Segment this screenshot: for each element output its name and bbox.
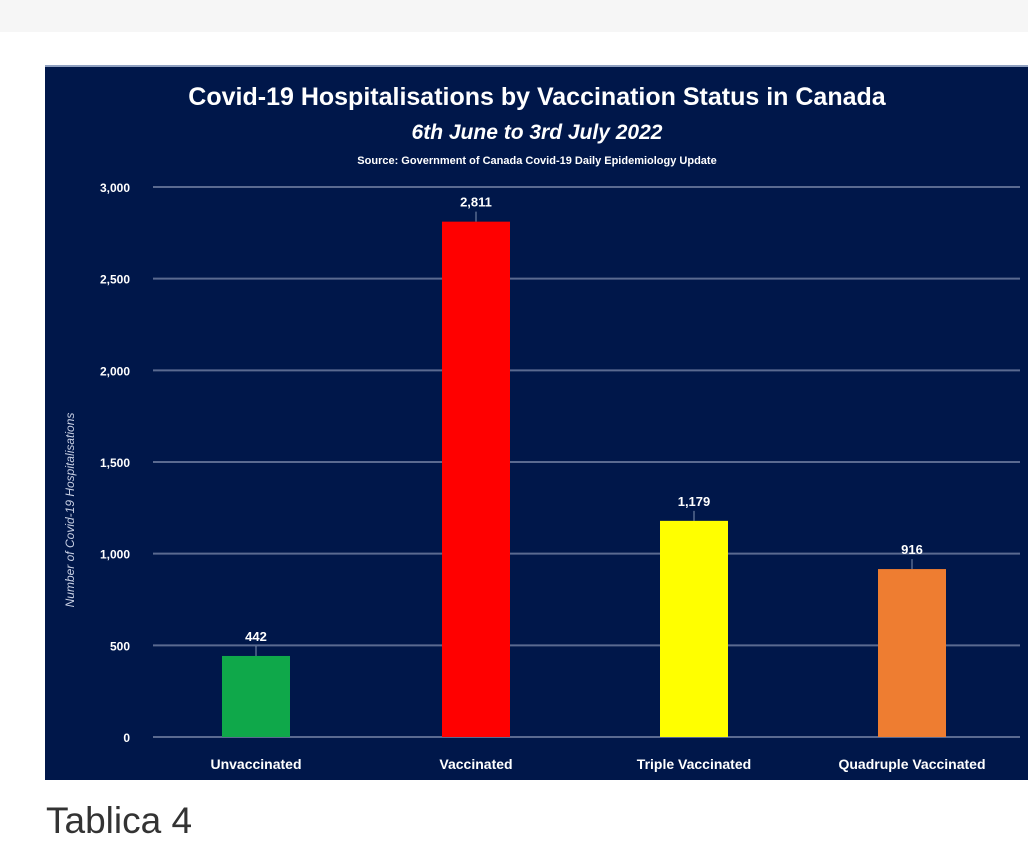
data-label: 916	[901, 542, 923, 557]
y-tick-label: 1,000	[100, 548, 130, 562]
y-axis-label: Number of Covid-19 Hospitalisations	[63, 413, 77, 608]
y-tick-label: 1,500	[100, 456, 130, 470]
bar-vaccinated	[442, 221, 510, 737]
bar-chart: Covid-19 Hospitalisations by Vaccination…	[63, 83, 1020, 772]
y-tick-label: 2,500	[100, 273, 130, 287]
y-tick-label: 2,000	[100, 364, 130, 378]
chart-source: Source: Government of Canada Covid-19 Da…	[357, 155, 716, 167]
data-label: 2,811	[460, 195, 492, 210]
data-label: 1,179	[678, 494, 711, 509]
y-tick-label: 0	[123, 731, 130, 745]
y-tick-label: 3,000	[100, 181, 130, 195]
bar-quadruple-vaccinated	[878, 569, 946, 737]
x-tick-label: Vaccinated	[439, 756, 512, 772]
bar-unvaccinated	[222, 655, 290, 737]
top-bar	[0, 0, 1028, 32]
chart-title: Covid-19 Hospitalisations by Vaccination…	[188, 83, 886, 111]
chart-subtitle: 6th June to 3rd July 2022	[412, 121, 663, 144]
figure-caption: Tablica 4	[46, 800, 193, 841]
x-tick-label: Quadruple Vaccinated	[838, 756, 985, 772]
data-label: 442	[245, 629, 267, 644]
x-tick-label: Unvaccinated	[210, 756, 301, 772]
bar-triple-vaccinated	[660, 520, 728, 737]
y-tick-label: 500	[110, 639, 130, 653]
chart-panel: Covid-19 Hospitalisations by Vaccination…	[45, 65, 1028, 780]
x-tick-label: Triple Vaccinated	[637, 756, 751, 772]
